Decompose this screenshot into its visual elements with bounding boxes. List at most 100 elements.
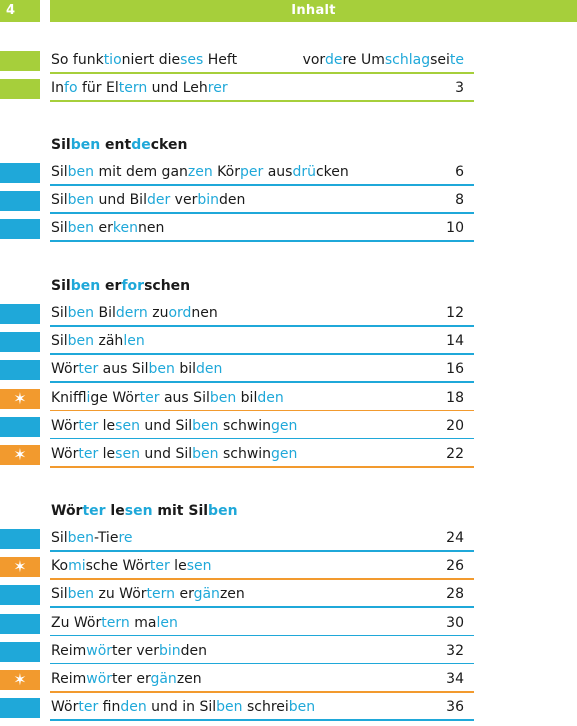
- entry-marker: [0, 529, 40, 549]
- syllable-text: zen: [176, 671, 202, 687]
- entry-page-number: 34: [446, 671, 464, 687]
- entry-marker: [0, 332, 40, 353]
- challenge-marker: ✶: [0, 388, 40, 409]
- syllable-text: Wör: [51, 446, 79, 462]
- syllable-text: und Leh: [147, 80, 208, 97]
- syllable-highlight: ter: [78, 446, 99, 462]
- syllable-highlight: wör: [86, 642, 113, 659]
- syllable-highlight: den: [120, 699, 147, 716]
- syllable-text: Wör: [51, 417, 79, 434]
- syllable-text: er: [175, 586, 194, 603]
- syllable-highlight: ben: [70, 137, 101, 153]
- star-icon: ✶: [13, 557, 27, 577]
- entry-underline: [50, 437, 474, 440]
- syllable-text: Sil: [51, 586, 68, 603]
- toc-entry[interactable]: Info für Eltern und Lehrer 3: [0, 79, 474, 107]
- syllable-text: Wör: [51, 699, 79, 716]
- syllable-text: ver: [170, 192, 198, 209]
- syllable-highlight: ter: [78, 699, 99, 716]
- toc-entry[interactable]: Wörter finden und in Silben schreiben 36: [0, 698, 474, 726]
- syllable-highlight: ben: [192, 446, 219, 462]
- toc-entry[interactable]: Wörter lesen und Silben schwingen 20: [0, 416, 474, 445]
- syllable-highlight: te: [449, 52, 464, 68]
- entry-underline: [50, 634, 474, 637]
- entry-page-number: 14: [446, 333, 464, 350]
- syllable-highlight: ben: [67, 333, 95, 350]
- syllable-highlight: ben: [67, 586, 95, 603]
- section-heading: Wörter lesen mit Silben: [51, 503, 238, 519]
- syllable-highlight: ter: [78, 417, 99, 434]
- syllable-text: le: [98, 417, 116, 434]
- toc-entry[interactable]: Reimwörter verbinden 32: [0, 641, 474, 670]
- syllable-text: mit dem gan: [94, 164, 188, 180]
- entry-page-number: 8: [455, 192, 464, 209]
- toc-entry[interactable]: ✶ Knifflige Wörter aus Silben bilden 18: [0, 388, 474, 417]
- syllable-text: schen: [144, 278, 191, 294]
- entry-title: Silben zählen: [51, 333, 145, 349]
- star-icon: ✶: [13, 670, 27, 689]
- syllable-highlight: wör: [86, 671, 113, 687]
- toc-entry[interactable]: Silben erkennen 10: [0, 219, 474, 247]
- entry-title: Silben zu Wörtern ergänzen: [51, 586, 245, 602]
- entry-marker: [0, 304, 40, 324]
- syllable-text: Sil: [51, 278, 71, 294]
- entry-marker: [0, 360, 40, 381]
- syllable-text: zen: [219, 586, 245, 603]
- syllable-highlight: sen: [124, 503, 153, 519]
- syllable-text: Bil: [94, 305, 116, 321]
- syllable-highlight: re: [118, 530, 133, 546]
- syllable-highlight: gän: [150, 671, 177, 687]
- syllable-text: den: [219, 192, 246, 209]
- toc-entry[interactable]: ✶ Reimwörter ergänzen 34: [0, 670, 474, 698]
- toc-entry[interactable]: ✶ Komische Wörter lesen 26: [0, 557, 474, 585]
- entry-underline: [50, 325, 474, 327]
- syllable-text: Sil: [51, 220, 68, 237]
- entry-underline: [50, 72, 474, 74]
- toc-entry[interactable]: Silben Bildern zuordnen 12: [0, 304, 474, 332]
- entry-title: Wörter lesen und Silben schwingen: [51, 446, 297, 462]
- toc-entry[interactable]: So funktioniert dieses Heft vordere Umsch…: [0, 51, 474, 79]
- entry-title: Silben-Tiere: [51, 530, 133, 546]
- syllable-highlight: len: [123, 333, 145, 350]
- entry-marker: [0, 219, 40, 240]
- syllable-text: niert die: [121, 52, 181, 68]
- syllable-highlight: tern: [118, 80, 148, 97]
- syllable-highlight: li: [86, 389, 91, 406]
- syllable-highlight: fo: [64, 80, 78, 97]
- entry-page-number: 6: [455, 164, 464, 180]
- syllable-highlight: ben: [208, 503, 238, 519]
- entry-title: Wörter aus Silben bilden: [51, 361, 222, 377]
- entry-page-number: 22: [446, 446, 464, 462]
- syllable-text: bil: [236, 389, 258, 406]
- section-heading: Silben erforschen: [51, 278, 190, 294]
- toc-entry[interactable]: Silben mit dem ganzen Körper ausdrücken 6: [0, 163, 474, 191]
- toc-entry[interactable]: ✶ Wörter lesen und Silben schwingen 22: [0, 445, 474, 473]
- syllable-highlight: ben: [209, 389, 237, 406]
- syllable-highlight: tio: [103, 52, 122, 68]
- syllable-highlight: ben: [70, 278, 101, 294]
- toc-entry[interactable]: Silben-Tiere 24: [0, 529, 474, 557]
- syllable-text: ter er: [112, 671, 151, 687]
- entry-title: Komische Wörter lesen: [51, 558, 211, 574]
- entry-underline: [50, 100, 474, 102]
- entry-page-number: 28: [446, 586, 464, 603]
- syllable-highlight: len: [156, 614, 178, 631]
- syllable-highlight: rer: [207, 80, 228, 97]
- syllable-highlight: ben: [67, 192, 95, 209]
- syllable-text: zäh: [94, 333, 124, 350]
- entry-page-number: 10: [446, 220, 464, 237]
- syllable-highlight: tern: [101, 614, 130, 631]
- challenge-marker: ✶: [0, 670, 40, 690]
- syllable-text: Sil: [51, 530, 68, 546]
- toc-entry[interactable]: Zu Wörtern malen 30: [0, 613, 474, 642]
- syllable-highlight: mi: [68, 558, 86, 575]
- toc-entry[interactable]: Silben zu Wörtern ergänzen 28: [0, 585, 474, 613]
- entry-underline: [50, 353, 474, 355]
- title-bar: Inhalt: [50, 0, 577, 22]
- entry-page-number: 24: [446, 530, 464, 546]
- toc-entry[interactable]: Silben zählen 14: [0, 332, 474, 360]
- toc-entry[interactable]: Silben und Bilder verbinden 8: [0, 191, 474, 219]
- toc-entry[interactable]: Wörter aus Silben bilden 16: [0, 360, 474, 388]
- entry-title: Wörter lesen und Silben schwingen: [51, 418, 297, 434]
- syllable-text: fin: [98, 699, 121, 716]
